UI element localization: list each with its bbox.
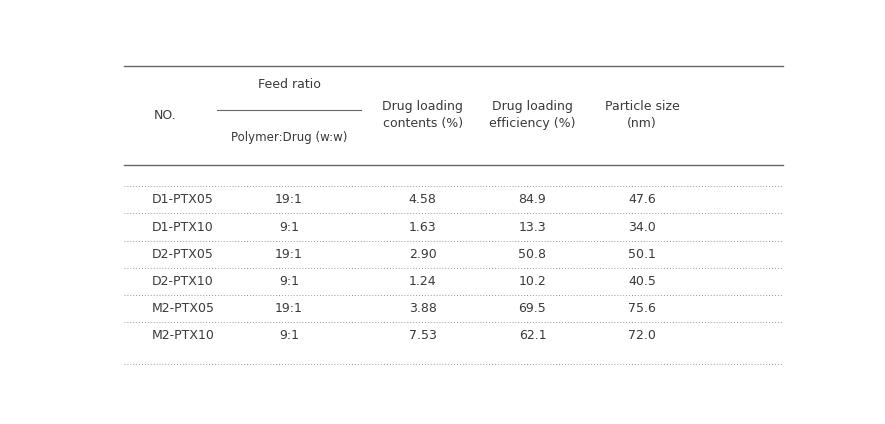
Text: NO.: NO.	[154, 109, 177, 122]
Text: D2-PTX05: D2-PTX05	[152, 248, 213, 261]
Text: 62.1: 62.1	[519, 329, 546, 342]
Text: 1.63: 1.63	[409, 220, 436, 234]
Text: 50.1: 50.1	[628, 248, 656, 261]
Text: 2.90: 2.90	[409, 248, 436, 261]
Text: 69.5: 69.5	[519, 302, 546, 315]
Text: D2-PTX10: D2-PTX10	[152, 275, 213, 288]
Text: M2-PTX10: M2-PTX10	[152, 329, 215, 342]
Text: 40.5: 40.5	[628, 275, 656, 288]
Text: 19:1: 19:1	[275, 193, 303, 206]
Text: 19:1: 19:1	[275, 248, 303, 261]
Text: 75.6: 75.6	[628, 302, 656, 315]
Text: 4.58: 4.58	[409, 193, 436, 206]
Text: 34.0: 34.0	[628, 220, 656, 234]
Text: D1-PTX10: D1-PTX10	[152, 220, 213, 234]
Text: M2-PTX05: M2-PTX05	[152, 302, 215, 315]
Text: D1-PTX05: D1-PTX05	[152, 193, 213, 206]
Text: 19:1: 19:1	[275, 302, 303, 315]
Text: Particle size
(nm): Particle size (nm)	[604, 100, 680, 130]
Text: Feed ratio: Feed ratio	[258, 78, 320, 91]
Text: Polymer:Drug (w:w): Polymer:Drug (w:w)	[231, 131, 347, 144]
Text: 3.88: 3.88	[409, 302, 436, 315]
Text: 50.8: 50.8	[519, 248, 546, 261]
Text: 47.6: 47.6	[628, 193, 656, 206]
Text: Drug loading
contents (%): Drug loading contents (%)	[382, 100, 463, 130]
Text: 72.0: 72.0	[628, 329, 656, 342]
Text: 84.9: 84.9	[519, 193, 546, 206]
Text: 1.24: 1.24	[409, 275, 436, 288]
Text: 9:1: 9:1	[279, 329, 299, 342]
Text: 7.53: 7.53	[409, 329, 436, 342]
Text: 10.2: 10.2	[519, 275, 546, 288]
Text: Drug loading
efficiency (%): Drug loading efficiency (%)	[489, 100, 575, 130]
Text: 9:1: 9:1	[279, 275, 299, 288]
Text: 13.3: 13.3	[519, 220, 546, 234]
Text: 9:1: 9:1	[279, 220, 299, 234]
